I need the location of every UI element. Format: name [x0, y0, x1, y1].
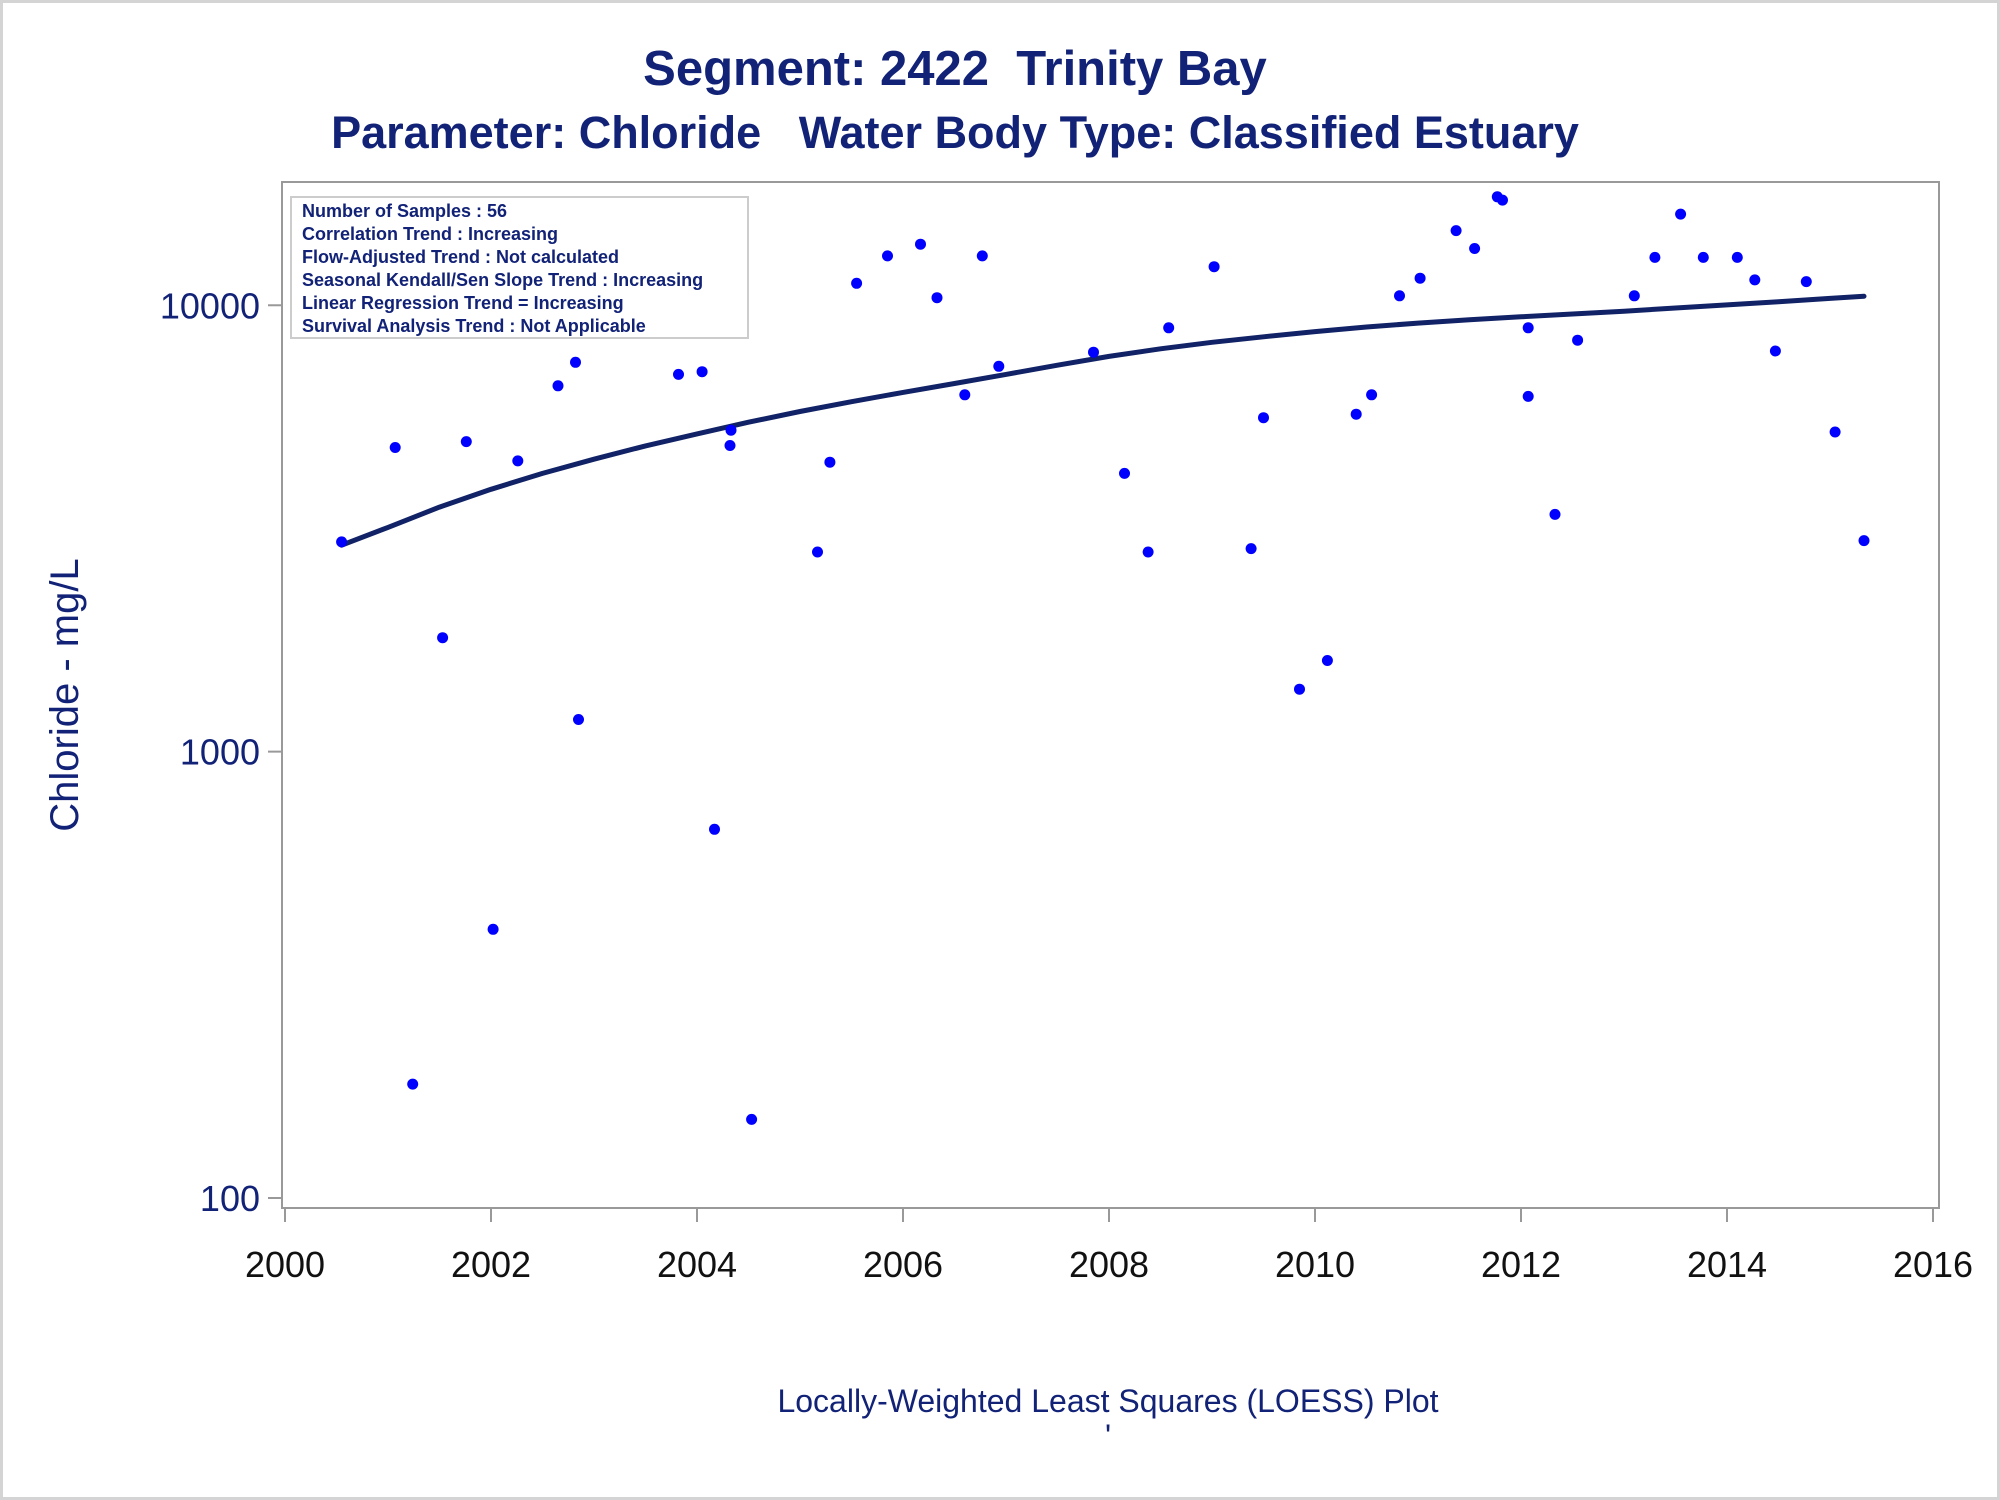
data-point — [573, 714, 584, 725]
data-point — [812, 546, 823, 558]
data-point — [1697, 251, 1709, 263]
data-point — [709, 823, 720, 835]
stats-legend-line: Flow-Adjusted Trend : Not calculated — [302, 247, 619, 267]
data-point — [336, 536, 348, 548]
data-point — [1163, 322, 1175, 334]
data-point — [1858, 535, 1870, 547]
y-tick-label: 100 — [200, 1178, 260, 1219]
x-tick-label: 2014 — [1687, 1244, 1767, 1285]
data-point — [1088, 346, 1099, 358]
x-tick-label: 2010 — [1275, 1244, 1355, 1285]
data-point — [696, 366, 708, 378]
data-point — [487, 923, 499, 935]
y-tick-label: 10000 — [160, 285, 260, 326]
data-point — [1675, 208, 1687, 220]
data-point — [959, 389, 971, 401]
footnote: Locally-Weighted Least Squares (LOESS) P… — [777, 1383, 1438, 1419]
footnote-mark: ' — [1105, 1418, 1111, 1454]
chart-title: Segment: 2422 Trinity Bay — [643, 42, 1267, 96]
data-point — [746, 1113, 758, 1125]
data-point — [1522, 322, 1534, 334]
data-point — [915, 238, 926, 250]
stats-legend-line: Linear Regression Trend = Increasing — [302, 293, 624, 313]
y-axis: 100 1000 10000 — [160, 285, 282, 1219]
data-point — [1208, 261, 1220, 273]
data-point — [1142, 546, 1154, 558]
data-point — [851, 277, 863, 289]
data-point — [437, 632, 449, 644]
data-point — [1321, 655, 1333, 666]
x-tick-label: 2008 — [1069, 1244, 1149, 1285]
data-point — [725, 424, 737, 436]
x-tick-label: 2000 — [245, 1244, 325, 1285]
x-tick-label: 2004 — [657, 1244, 737, 1285]
plot-area — [281, 181, 1940, 1209]
stats-legend-line: Number of Samples : 56 — [302, 201, 507, 221]
x-tick-label: 2012 — [1481, 1244, 1561, 1285]
x-axis: 2000 2002 2004 2006 2008 2010 2012 2014 2016 — [245, 1208, 1973, 1285]
data-point — [931, 292, 943, 304]
x-tick-label: 2006 — [863, 1244, 943, 1285]
stats-legend-line: Survival Analysis Trend : Not Applicable — [302, 316, 646, 336]
chart-subtitle: Parameter: Chloride Water Body Type: Cla… — [331, 107, 1579, 158]
data-point — [460, 436, 472, 448]
data-point — [1549, 508, 1561, 520]
data-point — [1366, 389, 1378, 401]
data-point — [673, 368, 684, 380]
data-point — [1497, 194, 1508, 206]
y-tick-label: 1000 — [180, 732, 260, 773]
data-point — [407, 1078, 419, 1090]
loess-line — [339, 293, 1867, 548]
data-point — [1749, 274, 1761, 286]
data-point — [993, 360, 1005, 372]
data-point — [1294, 683, 1305, 695]
x-tick-label: 2002 — [451, 1244, 531, 1285]
data-point — [1800, 276, 1812, 288]
data-point — [724, 440, 736, 451]
stats-legend-line: Correlation Trend : Increasing — [302, 224, 558, 244]
data-point — [1628, 290, 1640, 302]
data-point — [1572, 334, 1584, 346]
stats-legend-line: Seasonal Kendall/Sen Slope Trend : Incre… — [302, 270, 703, 290]
data-point — [882, 250, 893, 262]
scatter-series — [336, 191, 1870, 1125]
data-point — [389, 442, 401, 453]
data-point — [1522, 390, 1534, 402]
data-point — [1119, 467, 1130, 479]
data-point — [1350, 408, 1362, 420]
data-point — [570, 356, 581, 368]
data-point — [1469, 243, 1481, 254]
data-point — [512, 455, 524, 467]
data-point — [824, 456, 836, 468]
data-point — [1649, 251, 1661, 263]
stats-legend: Number of Samples : 56 Correlation Trend … — [290, 196, 749, 339]
data-point — [976, 250, 988, 262]
data-point — [1414, 272, 1426, 284]
stats-legend-box — [290, 196, 749, 339]
x-tick-label: 2016 — [1893, 1244, 1973, 1285]
data-point — [552, 380, 564, 392]
data-point — [1245, 543, 1257, 555]
data-point — [1769, 345, 1781, 357]
data-point — [1829, 426, 1841, 438]
loess-series — [339, 293, 1867, 548]
y-axis-label: Chloride - mg/L — [43, 558, 87, 831]
data-point — [1450, 225, 1462, 237]
data-point — [1731, 251, 1743, 263]
data-point — [1394, 290, 1405, 302]
data-point — [1258, 412, 1269, 424]
